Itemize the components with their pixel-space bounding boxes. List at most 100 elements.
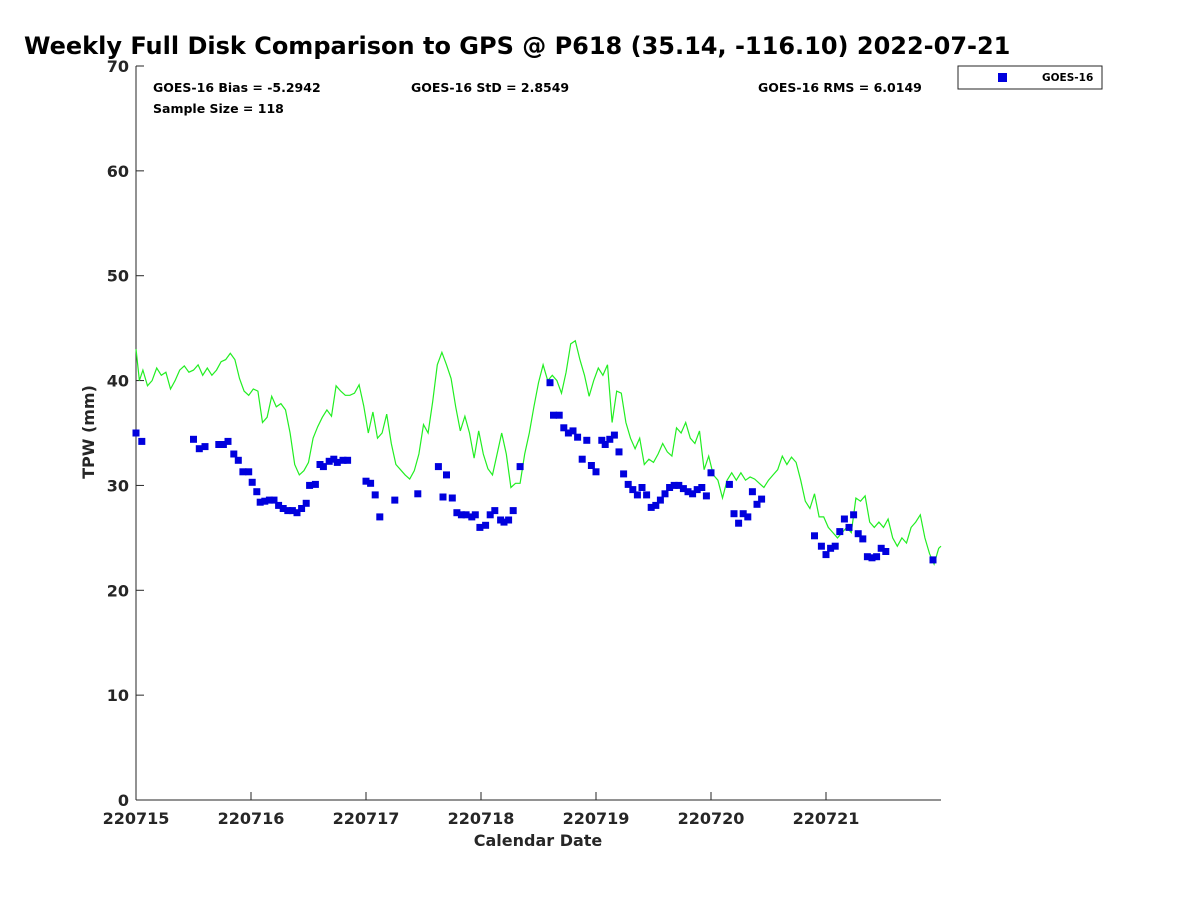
goes16-point: [873, 553, 881, 561]
goes16-point: [201, 443, 209, 451]
goes16-point: [219, 441, 227, 448]
goes16-point: [569, 427, 577, 435]
goes16-point: [836, 528, 844, 536]
goes16-point: [725, 480, 733, 488]
goes16-point: [739, 510, 747, 518]
goes16-point: [448, 494, 456, 502]
series-lines: [135, 339, 942, 566]
goes16-point: [638, 484, 646, 491]
goes16-point: [661, 490, 669, 498]
legend-box: [957, 65, 1103, 90]
goes16-point: [633, 491, 641, 499]
goes16-point: [453, 509, 461, 517]
goes16-point: [471, 511, 479, 519]
y-tick-label: 60: [107, 162, 129, 181]
x-axis-label: Calendar Date: [474, 831, 603, 850]
x-tick-label: 220719: [563, 809, 630, 828]
goes16-point: [758, 495, 766, 503]
goes16-point: [275, 501, 283, 509]
goes16-point: [546, 379, 554, 387]
goes16-point: [929, 556, 937, 564]
goes16-point: [391, 496, 399, 504]
goes16-point: [666, 484, 674, 491]
goes16-point: [256, 498, 264, 506]
y-axis-ticks: 0 10 20 30 40 50 60 70: [107, 57, 144, 810]
goes16-point: [850, 511, 858, 519]
goes16-point: [831, 542, 839, 550]
gps-line: [135, 339, 942, 566]
goes16-point: [560, 424, 568, 432]
goes16-point: [601, 441, 609, 448]
goes16-point: [643, 491, 651, 499]
goes16-point: [367, 479, 375, 487]
goes16-point: [224, 437, 232, 445]
goes16-point: [877, 544, 885, 552]
goes16-point: [333, 458, 341, 466]
goes16-point: [689, 490, 697, 498]
stat-std: GOES-16 StD = 2.8549: [411, 80, 569, 95]
goes16-point: [339, 456, 347, 464]
goes16-point: [863, 553, 871, 561]
goes16-point: [587, 462, 595, 469]
goes16-point: [253, 488, 261, 496]
goes16-point: [827, 544, 835, 552]
y-tick-label: 50: [107, 267, 129, 286]
goes16-point: [702, 492, 710, 500]
goes16-point: [744, 513, 752, 521]
stat-sample-size: Sample Size = 118: [153, 101, 284, 116]
goes16-point: [684, 488, 692, 496]
goes16-point: [265, 496, 273, 504]
goes16-point: [284, 507, 292, 515]
goes16-point: [138, 437, 146, 445]
goes16-point: [325, 457, 333, 465]
goes16-point: [656, 496, 664, 504]
goes16-point: [598, 436, 606, 444]
goes16-point: [624, 480, 632, 488]
goes16-point: [434, 463, 442, 471]
goes16-point: [371, 491, 379, 499]
goes16-point: [306, 481, 314, 489]
y-tick-label: 70: [107, 57, 129, 76]
goes16-point: [693, 486, 701, 494]
goes16-point: [476, 523, 484, 531]
goes16-point: [248, 478, 256, 486]
goes16-point: [215, 441, 223, 448]
goes16-point: [270, 496, 278, 504]
x-tick-label: 220715: [103, 809, 170, 828]
goes16-point: [707, 469, 715, 477]
goes16-point: [293, 509, 301, 517]
series-points: [132, 379, 937, 564]
goes16-point: [698, 484, 706, 491]
goes16-point: [670, 481, 678, 489]
goes16-point: [132, 429, 140, 437]
goes16-point: [245, 468, 253, 476]
stat-bias: GOES-16 Bias = -5.2942: [153, 80, 321, 95]
goes16-point: [462, 511, 470, 519]
goes16-point: [230, 450, 238, 458]
goes16-point: [195, 445, 203, 453]
goes16-point: [457, 511, 465, 519]
goes16-point: [578, 455, 586, 463]
goes16-point: [735, 519, 743, 527]
chart-title: Weekly Full Disk Comparison to GPS @ P61…: [24, 32, 1010, 60]
goes16-point: [620, 470, 628, 478]
goes16-point: [845, 523, 853, 531]
goes16-point: [234, 456, 242, 464]
x-tick-label: 220721: [793, 809, 860, 828]
goes16-point: [505, 516, 513, 524]
goes16-point: [555, 411, 563, 419]
goes16-point: [822, 551, 830, 559]
goes16-point: [509, 507, 517, 515]
goes16-point: [610, 431, 618, 439]
goes16-point: [482, 521, 490, 529]
goes16-point: [574, 433, 582, 441]
goes16-point: [652, 501, 660, 509]
goes16-point: [811, 532, 818, 540]
goes16-point: [592, 468, 600, 476]
goes16-point: [344, 456, 352, 464]
x-tick-label: 220717: [333, 809, 400, 828]
goes16-point: [319, 463, 327, 471]
y-tick-label: 0: [118, 791, 129, 810]
goes16-point: [859, 535, 867, 543]
